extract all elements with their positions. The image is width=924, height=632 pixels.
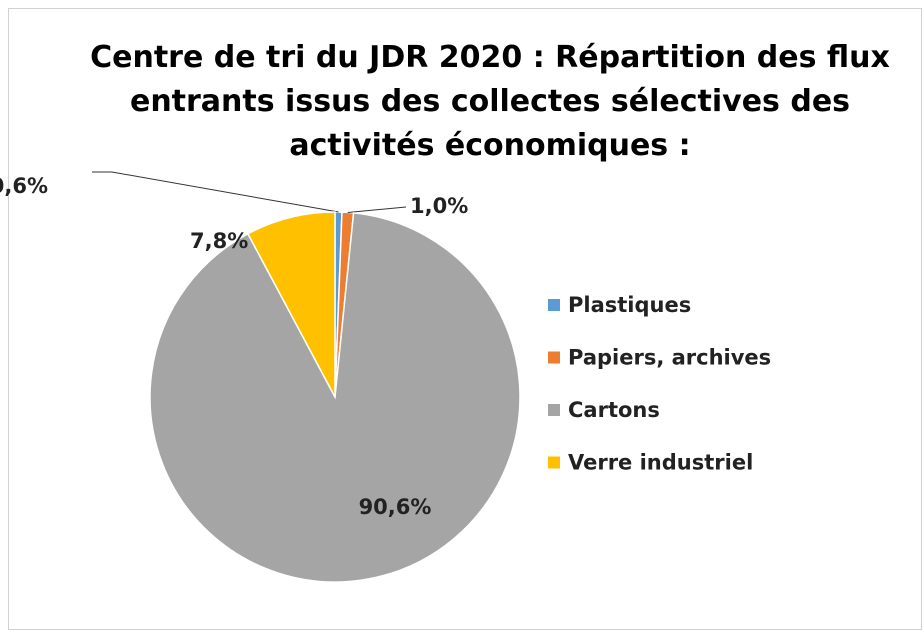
legend-swatch [548,299,560,311]
legend-swatch [548,404,560,416]
pie-slice [149,212,521,583]
leader-line [347,206,407,213]
legend-label: Cartons [568,398,660,422]
leader-line [92,171,339,213]
legend-swatch [548,351,560,364]
chart-frame [8,8,922,630]
data-label: 0,6% [0,174,48,198]
legend-label: Verre industriel [568,451,753,475]
legend-label: Plastiques [568,293,691,317]
chart-title: Centre de tri du JDR 2020 : Répartition … [90,40,890,163]
data-label: 90,6% [359,495,432,519]
legend-swatch [548,456,560,469]
data-label: 1,0% [410,194,468,218]
data-label: 7,8% [190,229,248,253]
legend-label: Papiers, archives [568,346,771,370]
pie-slice [246,211,336,398]
